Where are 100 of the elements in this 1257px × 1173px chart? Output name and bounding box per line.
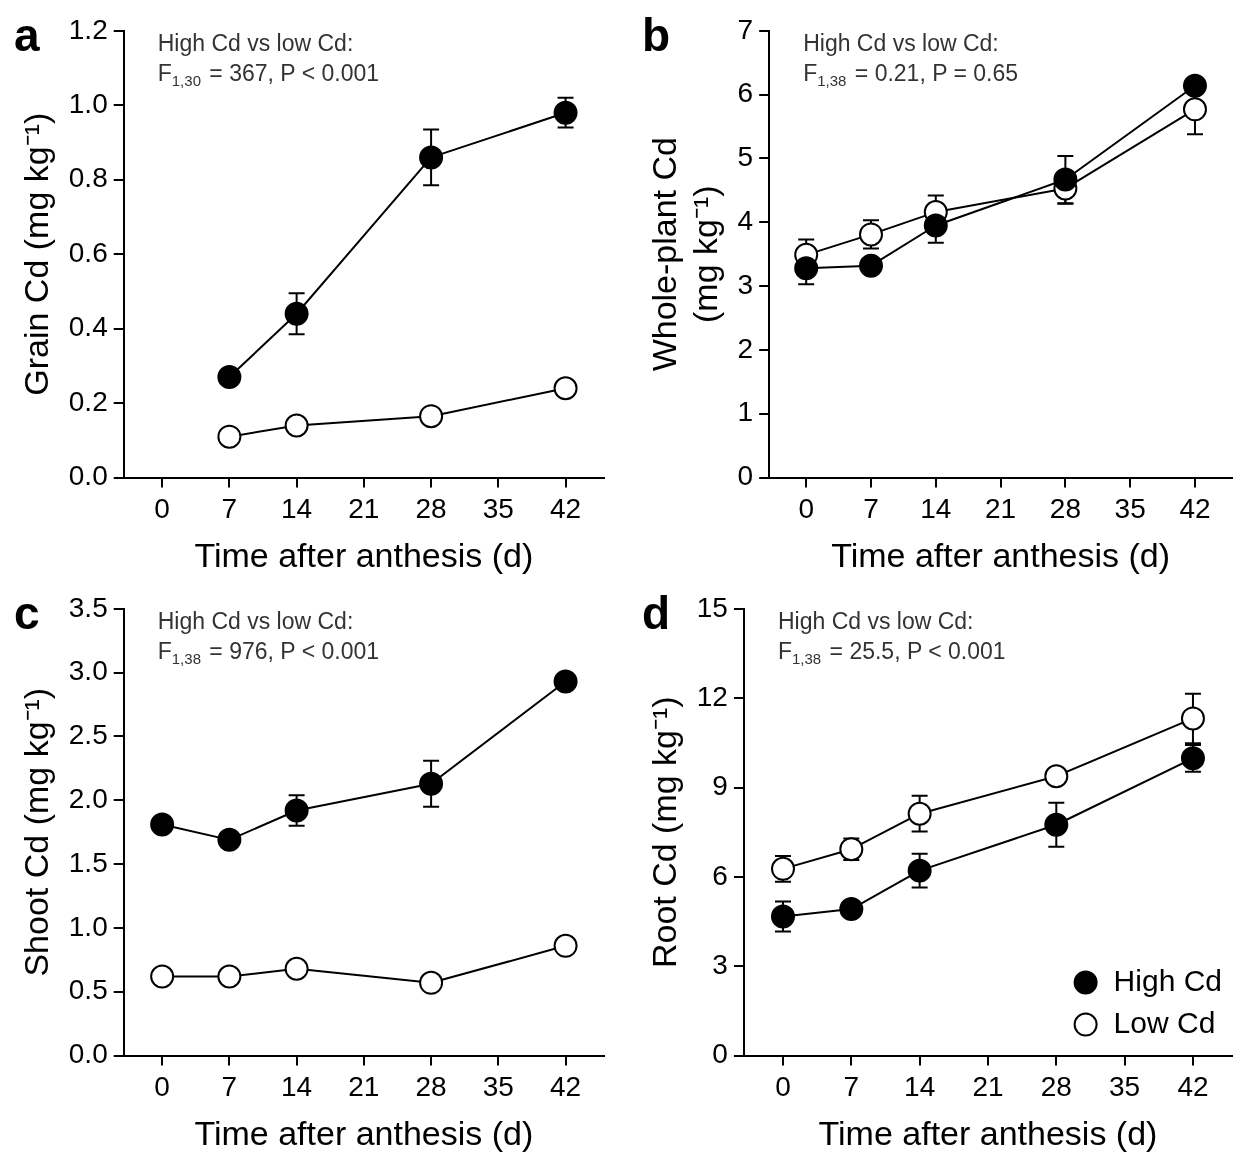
x-tick-label: 21 bbox=[348, 1071, 380, 1103]
y-tick-label: 3 bbox=[712, 948, 728, 980]
x-tick-label: 14 bbox=[281, 493, 313, 525]
x-tick-label: 42 bbox=[550, 1071, 582, 1103]
y-tick-label: 0.2 bbox=[68, 385, 108, 417]
point bbox=[150, 964, 175, 989]
x-tick-label: 0 bbox=[798, 493, 814, 525]
x-axis-title: Time after anthesis (d) bbox=[194, 1113, 534, 1152]
y-tick-label: 6 bbox=[712, 859, 728, 891]
x-tick-label: 7 bbox=[843, 1071, 860, 1103]
point bbox=[1044, 764, 1069, 789]
x-tick-label: 28 bbox=[1040, 1071, 1072, 1103]
point bbox=[923, 213, 948, 238]
x-tick-label: 28 bbox=[415, 493, 447, 525]
y-tick-label: 4 bbox=[737, 205, 754, 236]
legend-label: Low Cd bbox=[1113, 1005, 1216, 1039]
x-tick-label: 14 bbox=[920, 493, 952, 525]
x-tick-label: 21 bbox=[985, 493, 1017, 525]
annotation: High Cd vs low Cd: bbox=[777, 608, 974, 635]
y-tick-label: 3 bbox=[737, 268, 754, 300]
x-tick-label: 0 bbox=[154, 1071, 170, 1103]
point bbox=[858, 253, 883, 278]
y-tick-label: 5 bbox=[737, 141, 754, 173]
point bbox=[419, 771, 444, 796]
y-tick-label: 2.5 bbox=[68, 719, 108, 751]
point bbox=[284, 301, 309, 326]
point bbox=[1180, 706, 1205, 731]
annotation: High Cd vs low Cd: bbox=[803, 30, 999, 57]
x-tick-label: 21 bbox=[348, 493, 380, 525]
point bbox=[217, 424, 242, 449]
y-tick-label: 15 bbox=[696, 591, 728, 623]
y-tick-label: 0.0 bbox=[68, 460, 108, 492]
y-tick-label: 1.0 bbox=[68, 87, 108, 119]
y-tick-label: 2 bbox=[737, 332, 754, 364]
x-tick-label: 7 bbox=[863, 493, 879, 525]
point bbox=[419, 404, 444, 429]
point bbox=[907, 858, 932, 883]
x-tick-label: 28 bbox=[1049, 493, 1081, 525]
y-axis-title: Whole-plant Cd (mg kg⁻¹) bbox=[644, 137, 724, 372]
point bbox=[284, 413, 309, 438]
annotation: High Cd vs low Cd: bbox=[157, 608, 354, 635]
y-tick-label: 0 bbox=[737, 460, 754, 492]
y-tick-label: 1.0 bbox=[68, 910, 108, 942]
y-tick-label: 6 bbox=[737, 77, 754, 109]
x-tick-label: 42 bbox=[1179, 493, 1211, 525]
y-axis-title: Root Cd (mg kg⁻¹) bbox=[644, 696, 683, 969]
x-tick-label: 21 bbox=[972, 1071, 1004, 1103]
legend-label: High Cd bbox=[1113, 963, 1223, 997]
x-tick-label: 14 bbox=[904, 1071, 936, 1103]
y-tick-label: 3.5 bbox=[68, 591, 108, 623]
x-tick-label: 7 bbox=[221, 1071, 238, 1103]
x-tick-label: 35 bbox=[1109, 1071, 1141, 1103]
point bbox=[419, 145, 444, 170]
annotation: High Cd vs low Cd: bbox=[157, 30, 354, 57]
y-tick-label: 9 bbox=[712, 770, 728, 802]
y-tick-label: 1 bbox=[737, 396, 754, 428]
x-tick-label: 28 bbox=[415, 1071, 447, 1103]
chart-title: b bbox=[642, 9, 671, 62]
point bbox=[553, 376, 578, 401]
point bbox=[553, 669, 578, 694]
y-axis-title: Shoot Cd (mg kg⁻¹) bbox=[16, 687, 55, 977]
point bbox=[839, 897, 864, 922]
x-axis-title: Time after anthesis (d) bbox=[818, 1113, 1158, 1152]
x-tick-label: 35 bbox=[1114, 493, 1146, 525]
x-tick-label: 42 bbox=[550, 493, 582, 525]
x-tick-label: 14 bbox=[281, 1071, 313, 1103]
x-tick-label: 7 bbox=[221, 493, 238, 525]
chart-title: c bbox=[14, 587, 40, 640]
point bbox=[150, 812, 175, 837]
x-tick-label: 35 bbox=[482, 493, 514, 525]
y-tick-label: 0.6 bbox=[68, 236, 108, 268]
point bbox=[1053, 167, 1078, 192]
y-tick-label: 1.5 bbox=[68, 846, 108, 878]
x-axis-title: Time after anthesis (d) bbox=[194, 535, 534, 574]
point bbox=[284, 956, 309, 981]
point bbox=[1044, 812, 1069, 837]
point bbox=[1182, 73, 1207, 98]
y-tick-label: 0.0 bbox=[68, 1038, 108, 1070]
y-axis-title: Grain Cd (mg kg⁻¹) bbox=[16, 112, 55, 396]
point bbox=[217, 365, 242, 390]
y-tick-label: 0.4 bbox=[68, 311, 108, 343]
y-tick-label: 0.8 bbox=[68, 162, 108, 194]
chart-title: d bbox=[642, 587, 671, 640]
x-tick-label: 0 bbox=[775, 1071, 791, 1103]
point bbox=[907, 801, 932, 826]
y-tick-label: 7 bbox=[737, 13, 754, 45]
point bbox=[794, 256, 819, 281]
y-tick-label: 2.0 bbox=[68, 783, 108, 814]
y-tick-label: 0 bbox=[712, 1038, 728, 1070]
x-tick-label: 35 bbox=[482, 1071, 514, 1103]
y-tick-label: 12 bbox=[696, 680, 728, 712]
point bbox=[217, 827, 242, 852]
x-tick-label: 0 bbox=[154, 493, 170, 525]
point bbox=[284, 798, 309, 823]
point bbox=[1182, 97, 1207, 122]
x-tick-label: 42 bbox=[1177, 1071, 1209, 1103]
x-axis-title: Time after anthesis (d) bbox=[831, 535, 1171, 574]
y-tick-label: 3.0 bbox=[68, 655, 108, 687]
point bbox=[419, 970, 444, 995]
point bbox=[770, 904, 795, 929]
